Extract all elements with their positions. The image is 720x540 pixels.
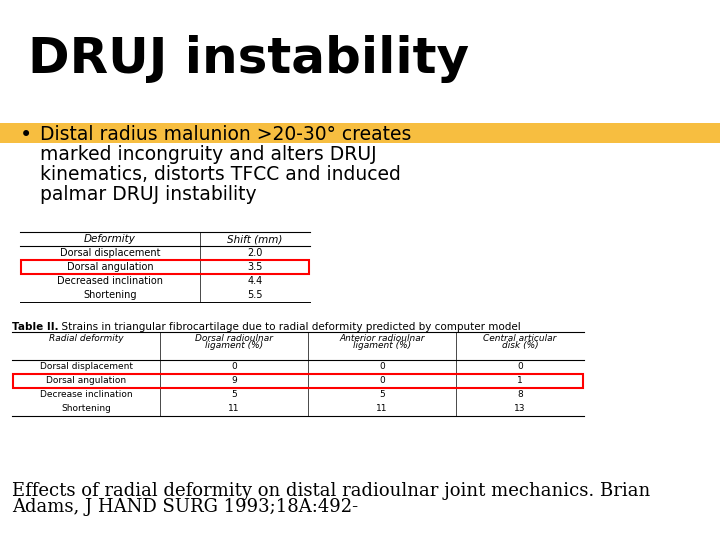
Text: 4.4: 4.4 <box>248 276 263 286</box>
Bar <box>21 260 309 274</box>
Text: 9: 9 <box>231 376 237 385</box>
Text: ligament (%): ligament (%) <box>205 341 263 350</box>
Text: ligament (%): ligament (%) <box>353 341 411 350</box>
Text: 0: 0 <box>517 362 523 371</box>
Text: 0: 0 <box>379 362 385 371</box>
Text: disk (%): disk (%) <box>502 341 539 350</box>
Bar <box>0 123 720 143</box>
Text: 11: 11 <box>228 404 240 413</box>
Text: 5: 5 <box>231 390 237 399</box>
Text: 8: 8 <box>517 390 523 399</box>
Text: 5: 5 <box>379 390 385 399</box>
Text: Strains in triangular fibrocartilage due to radial deformity predicted by comput: Strains in triangular fibrocartilage due… <box>55 322 521 332</box>
Text: Central articular: Central articular <box>483 334 557 343</box>
Text: Adams, J HAND SURG 1993;18A:492-: Adams, J HAND SURG 1993;18A:492- <box>12 498 358 516</box>
Text: •: • <box>20 125 32 145</box>
Text: 13: 13 <box>514 404 526 413</box>
Text: Radial deformity: Radial deformity <box>49 334 123 343</box>
Text: 3.5: 3.5 <box>247 262 263 272</box>
Text: Dorsal angulation: Dorsal angulation <box>67 262 153 272</box>
Text: 2.0: 2.0 <box>247 248 263 258</box>
Text: Table II.: Table II. <box>12 322 58 332</box>
Text: Dorsal displacement: Dorsal displacement <box>40 362 132 371</box>
Text: 5.5: 5.5 <box>247 290 263 300</box>
Text: Decreased inclination: Decreased inclination <box>57 276 163 286</box>
Text: 0: 0 <box>379 376 385 385</box>
Text: Dorsal radioulnar: Dorsal radioulnar <box>195 334 273 343</box>
Text: palmar DRUJ instability: palmar DRUJ instability <box>40 185 256 204</box>
Text: Decrease inclination: Decrease inclination <box>40 390 132 399</box>
Text: Anterior radioulnar: Anterior radioulnar <box>339 334 425 343</box>
Text: Shortening: Shortening <box>84 290 137 300</box>
Bar <box>13 374 583 388</box>
Text: DRUJ instability: DRUJ instability <box>28 35 469 83</box>
Text: Dorsal displacement: Dorsal displacement <box>60 248 161 258</box>
Text: kinematics, distorts TFCC and induced: kinematics, distorts TFCC and induced <box>40 165 401 184</box>
Text: Dorsal angulation: Dorsal angulation <box>46 376 126 385</box>
Text: 0: 0 <box>231 362 237 371</box>
Text: Shortening: Shortening <box>61 404 111 413</box>
Text: 1: 1 <box>517 376 523 385</box>
Text: Distal radius malunion >20-30° creates: Distal radius malunion >20-30° creates <box>40 125 411 144</box>
Text: marked incongruity and alters DRUJ: marked incongruity and alters DRUJ <box>40 145 377 164</box>
Text: Shift (mm): Shift (mm) <box>228 234 283 244</box>
Text: Deformity: Deformity <box>84 234 136 244</box>
Text: 11: 11 <box>377 404 388 413</box>
Text: Effects of radial deformity on distal radioulnar joint mechanics. Brian: Effects of radial deformity on distal ra… <box>12 482 650 500</box>
